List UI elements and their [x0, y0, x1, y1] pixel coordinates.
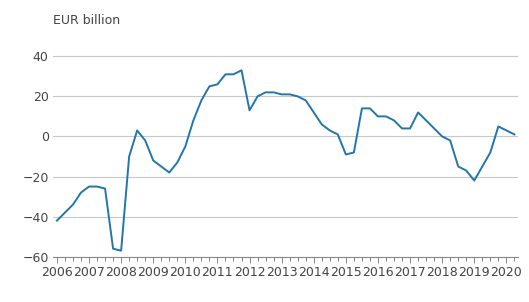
Text: EUR billion: EUR billion	[53, 14, 120, 27]
